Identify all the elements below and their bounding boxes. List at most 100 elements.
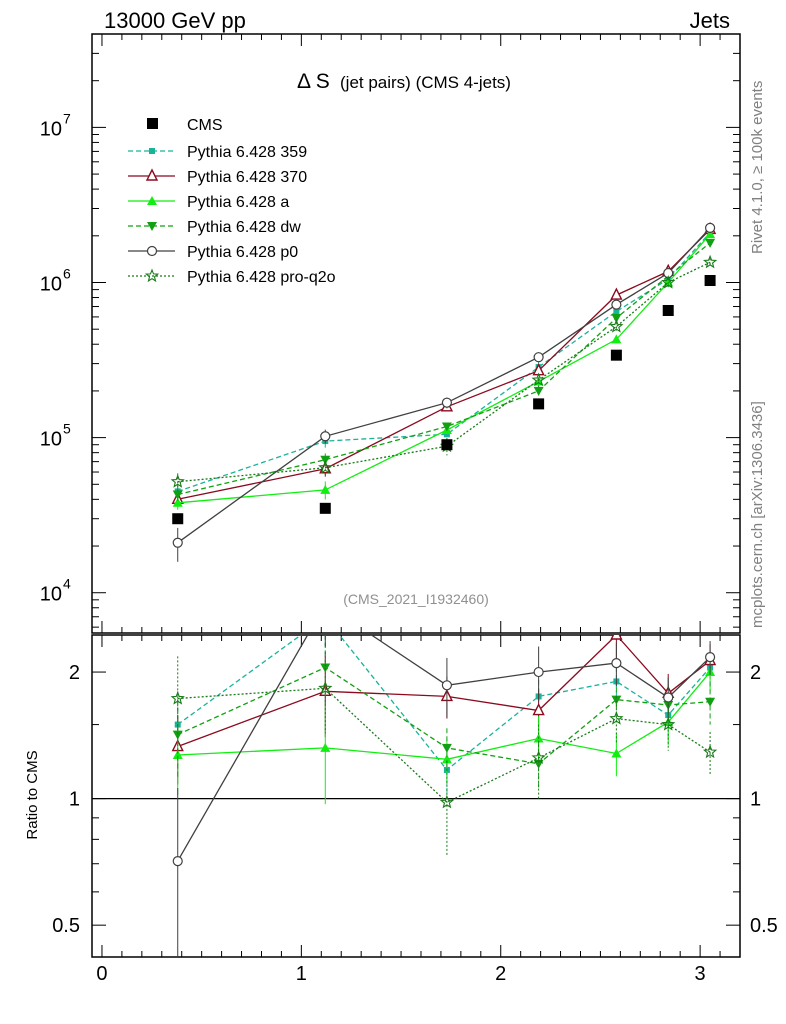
series-5-main-line <box>177 261 711 483</box>
main-y-tick-exponent: 7 <box>63 110 71 126</box>
main-y-tick-label: 10 <box>40 429 62 451</box>
x-tick-label: 0 <box>96 963 107 985</box>
ratio-y-tick-label-right: 1 <box>750 789 761 811</box>
main-y-tick-exponent: 5 <box>63 421 71 437</box>
legend-marker-cms <box>147 118 158 129</box>
series-2-main-marker <box>320 484 331 494</box>
series-4-ratio-marker <box>533 666 544 678</box>
series-5-main-marker <box>170 474 185 488</box>
legend-label-5: Pythia 6.428 pro-q2o <box>187 269 336 286</box>
main-y-tick-exponent: 4 <box>63 576 71 592</box>
legend: CMS Pythia 6.428 359 Pythia 6.428 370 Pyth… <box>128 117 336 286</box>
legend-entry-2: Pythia 6.428 a <box>128 194 289 211</box>
series-3-ratio-marker <box>172 730 183 740</box>
series-4-ratio-marker <box>441 680 453 691</box>
rivet-label: Rivet 4.1.0, ≥ 100k events <box>749 81 766 254</box>
cms-data-point <box>172 513 184 525</box>
legend-entry-1: Pythia 6.428 370 <box>128 168 307 186</box>
series-5-ratio-marker <box>531 750 546 764</box>
series-3-main-marker <box>533 386 544 396</box>
series-3-main-marker <box>172 490 183 500</box>
series-4-ratio-marker <box>704 652 716 663</box>
ratio-y-tick-label-left: 2 <box>69 662 80 684</box>
series-2-ratio-marker <box>320 742 331 752</box>
legend-entry-3: Pythia 6.428 dw <box>128 219 301 236</box>
legend-label-2: Pythia 6.428 a <box>187 194 289 211</box>
series-4-main-marker <box>704 222 716 233</box>
series-4-ratio-marker <box>663 692 674 703</box>
series-2-main-marker <box>611 334 622 344</box>
legend-entry-0: Pythia 6.428 359 <box>128 144 307 161</box>
legend-marker-4 <box>146 245 158 257</box>
title-main: Δ S <box>297 70 330 93</box>
cms-data-point <box>662 304 674 316</box>
series-3-main-marker <box>611 314 622 324</box>
legend-marker-2 <box>147 196 157 205</box>
ratio-y-tick-label-right: 0.5 <box>750 915 778 937</box>
series-2-ratio-marker <box>441 754 452 764</box>
series-1-ratio-line <box>177 635 711 748</box>
legend-marker-5 <box>144 268 160 283</box>
series-4-ratio-marker <box>611 658 622 669</box>
legend-label-cms: CMS <box>187 117 223 134</box>
series-1-main-marker <box>610 287 623 300</box>
cms-data-point <box>704 275 716 287</box>
series-4-main-marker <box>441 397 453 408</box>
cms-data-point <box>610 349 622 361</box>
series-3-main-marker <box>441 422 452 432</box>
ratio-axis-label: Ratio to CMS <box>24 750 41 839</box>
cms-data-point <box>319 502 331 514</box>
main-series-layer <box>170 221 718 562</box>
main-y-tick-exponent: 6 <box>63 266 71 282</box>
series-5-ratio-marker <box>661 717 676 731</box>
series-3-ratio-marker <box>611 695 622 705</box>
series-5-ratio-marker <box>318 680 333 695</box>
series-4-main-marker <box>611 299 622 310</box>
series-4-main-marker <box>533 352 544 363</box>
legend-marker-0 <box>149 148 155 154</box>
series-4-ratio-marker <box>321 600 330 609</box>
x-tick-label: 3 <box>695 963 706 985</box>
legend-label-1: Pythia 6.428 370 <box>187 169 307 186</box>
legend-label-4: Pythia 6.428 p0 <box>187 244 298 261</box>
x-tick-label: 1 <box>296 963 307 985</box>
series-5-ratio-marker <box>170 691 185 705</box>
process-label: Jets <box>690 8 730 33</box>
series-3-ratio-marker <box>441 743 452 753</box>
ratio-plot: 0 1 2 3 0.5 0.5 1 1 2 2 <box>52 600 778 985</box>
series-2-ratio-marker <box>172 749 183 759</box>
series-0-ratio-marker <box>322 614 328 620</box>
main-frame <box>91 33 741 634</box>
main-y-tick-label: 10 <box>40 584 62 606</box>
ratio-y-tick-label-right: 2 <box>750 662 761 684</box>
main-y-tick-label: 10 <box>40 274 62 296</box>
cms-data-point <box>441 439 453 451</box>
series-5-ratio-marker <box>439 794 455 809</box>
main-y-tick-label: 10 <box>40 118 62 140</box>
series-4-ratio-marker <box>172 856 183 867</box>
cms-data-point <box>533 398 545 410</box>
title-sub: (jet pairs) (CMS 4-jets) <box>340 73 511 92</box>
series-2-ratio-marker <box>611 748 622 758</box>
series-2-main-marker <box>533 376 544 386</box>
legend-marker-3 <box>147 222 157 231</box>
series-0-main-marker <box>443 431 450 438</box>
ratio-y-tick-label-left: 0.5 <box>52 915 80 937</box>
mcplots-label: mcplots.cern.ch [arXiv:1306.3436] <box>749 401 766 628</box>
series-5-main-marker <box>702 254 718 269</box>
series-4-main-marker <box>172 537 183 548</box>
series-3-main-marker <box>705 238 716 248</box>
series-1-ratio-marker <box>610 635 623 640</box>
legend-entry-5: Pythia 6.428 pro-q2o <box>128 268 336 286</box>
series-4-ratio-line <box>177 635 711 862</box>
analysis-label: (CMS_2021_I1932460) <box>343 591 489 607</box>
series-5-main-marker <box>531 372 546 387</box>
series-5-main-marker <box>318 460 333 474</box>
ratio-y-tick-label-left: 1 <box>69 789 80 811</box>
legend-label-0: Pythia 6.428 359 <box>187 144 307 161</box>
series-5-main-marker <box>661 274 676 289</box>
series-3-ratio-marker <box>705 697 716 707</box>
series-5-ratio-marker <box>609 711 624 725</box>
